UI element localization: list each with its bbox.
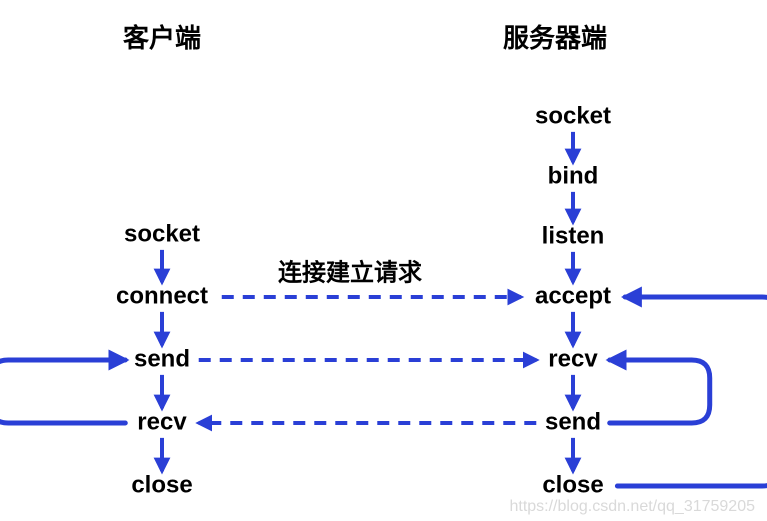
socket-flowchart: 连接建立请求 客户端 服务器端 socket connect send recv close s…: [0, 0, 767, 521]
node-c_close: close: [131, 471, 192, 498]
node-s_bind: bind: [548, 162, 599, 189]
edge-label: 连接建立请求: [278, 259, 422, 287]
node-s_listen: listen: [542, 222, 605, 249]
node-c_recv: recv: [137, 408, 187, 435]
loop-arrow: [0, 360, 125, 423]
node-s_close: close: [542, 471, 603, 498]
node-s_send: send: [545, 408, 601, 435]
server-header: 服务器端: [503, 23, 607, 53]
client-header: 客户端: [123, 23, 201, 53]
loop-arrow: [610, 360, 710, 423]
node-c_connect: connect: [116, 282, 208, 309]
loop-arrow: [617, 297, 767, 486]
node-s_socket: socket: [535, 102, 611, 129]
node-s_recv: recv: [548, 345, 598, 372]
node-s_accept: accept: [535, 282, 611, 309]
node-c_socket: socket: [124, 220, 200, 247]
node-c_send: send: [134, 345, 190, 372]
watermark: https://blog.csdn.net/qq_31759205: [509, 498, 755, 515]
